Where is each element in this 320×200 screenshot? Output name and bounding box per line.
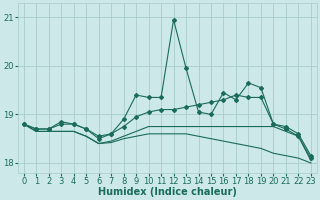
X-axis label: Humidex (Indice chaleur): Humidex (Indice chaleur) bbox=[98, 187, 237, 197]
